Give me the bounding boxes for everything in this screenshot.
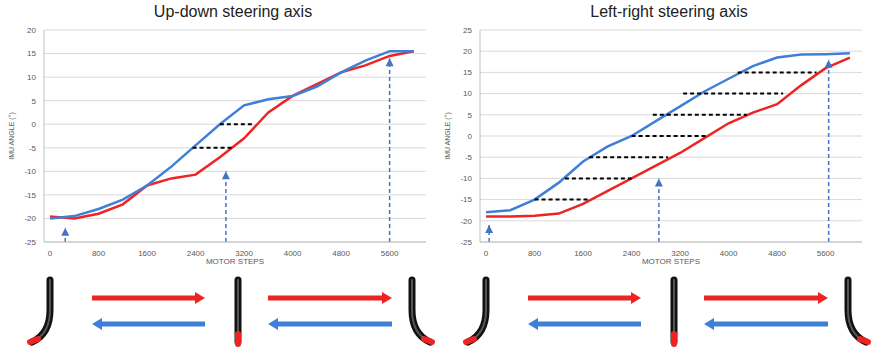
svg-text:3200: 3200 bbox=[671, 248, 689, 258]
html-text:Left-right steering axis: Left-right steering axis bbox=[590, 3, 748, 20]
svg-text:1600: 1600 bbox=[574, 249, 592, 258]
svg-text:1600: 1600 bbox=[138, 249, 156, 258]
svg-text:0: 0 bbox=[484, 249, 489, 258]
svg-text:4000: 4000 bbox=[720, 249, 738, 258]
svg-text:10: 10 bbox=[463, 89, 472, 98]
svg-text:IMU ANGLE (°): IMU ANGLE (°) bbox=[444, 112, 452, 160]
svg-text:-25: -25 bbox=[24, 238, 36, 247]
svg-text:IMU ANGLE (°): IMU ANGLE (°) bbox=[8, 112, 16, 160]
svg-text:0: 0 bbox=[48, 249, 53, 258]
svg-text:5600: 5600 bbox=[381, 249, 399, 258]
svg-text:4800: 4800 bbox=[332, 249, 350, 258]
svg-text:MOTOR STEPS: MOTOR STEPS bbox=[206, 257, 264, 266]
svg-text:5: 5 bbox=[468, 111, 473, 120]
html-text:Up-down steering axis: Up-down steering axis bbox=[153, 3, 313, 20]
svg-text:5: 5 bbox=[32, 97, 37, 106]
svg-text:MOTOR STEPS: MOTOR STEPS bbox=[642, 257, 700, 266]
svg-text:-10: -10 bbox=[460, 174, 472, 183]
svg-text:2400: 2400 bbox=[623, 249, 641, 258]
svg-text:3200: 3200 bbox=[235, 248, 253, 258]
svg-text:-15: -15 bbox=[460, 195, 472, 204]
svg-text:800: 800 bbox=[528, 249, 542, 258]
svg-text:0: 0 bbox=[468, 132, 473, 141]
svg-text:-15: -15 bbox=[24, 191, 36, 200]
svg-text:-20: -20 bbox=[24, 214, 36, 223]
svg-text:15: 15 bbox=[463, 68, 472, 77]
svg-text:15: 15 bbox=[27, 49, 36, 58]
svg-text:4000: 4000 bbox=[284, 249, 302, 258]
svg-text:20: 20 bbox=[463, 47, 472, 56]
svg-text:800: 800 bbox=[92, 249, 106, 258]
svg-text:-20: -20 bbox=[460, 217, 472, 226]
svg-text:4800: 4800 bbox=[768, 249, 786, 258]
svg-text:-5: -5 bbox=[465, 153, 473, 162]
svg-text:2400: 2400 bbox=[187, 249, 205, 258]
svg-text:20: 20 bbox=[27, 26, 36, 35]
svg-text:10: 10 bbox=[27, 73, 36, 82]
svg-text:25: 25 bbox=[463, 26, 472, 35]
svg-text:-10: -10 bbox=[24, 167, 36, 176]
svg-text:5600: 5600 bbox=[817, 249, 835, 258]
svg-text:0: 0 bbox=[32, 120, 37, 129]
svg-text:-25: -25 bbox=[460, 238, 472, 247]
svg-text:-5: -5 bbox=[29, 144, 37, 153]
